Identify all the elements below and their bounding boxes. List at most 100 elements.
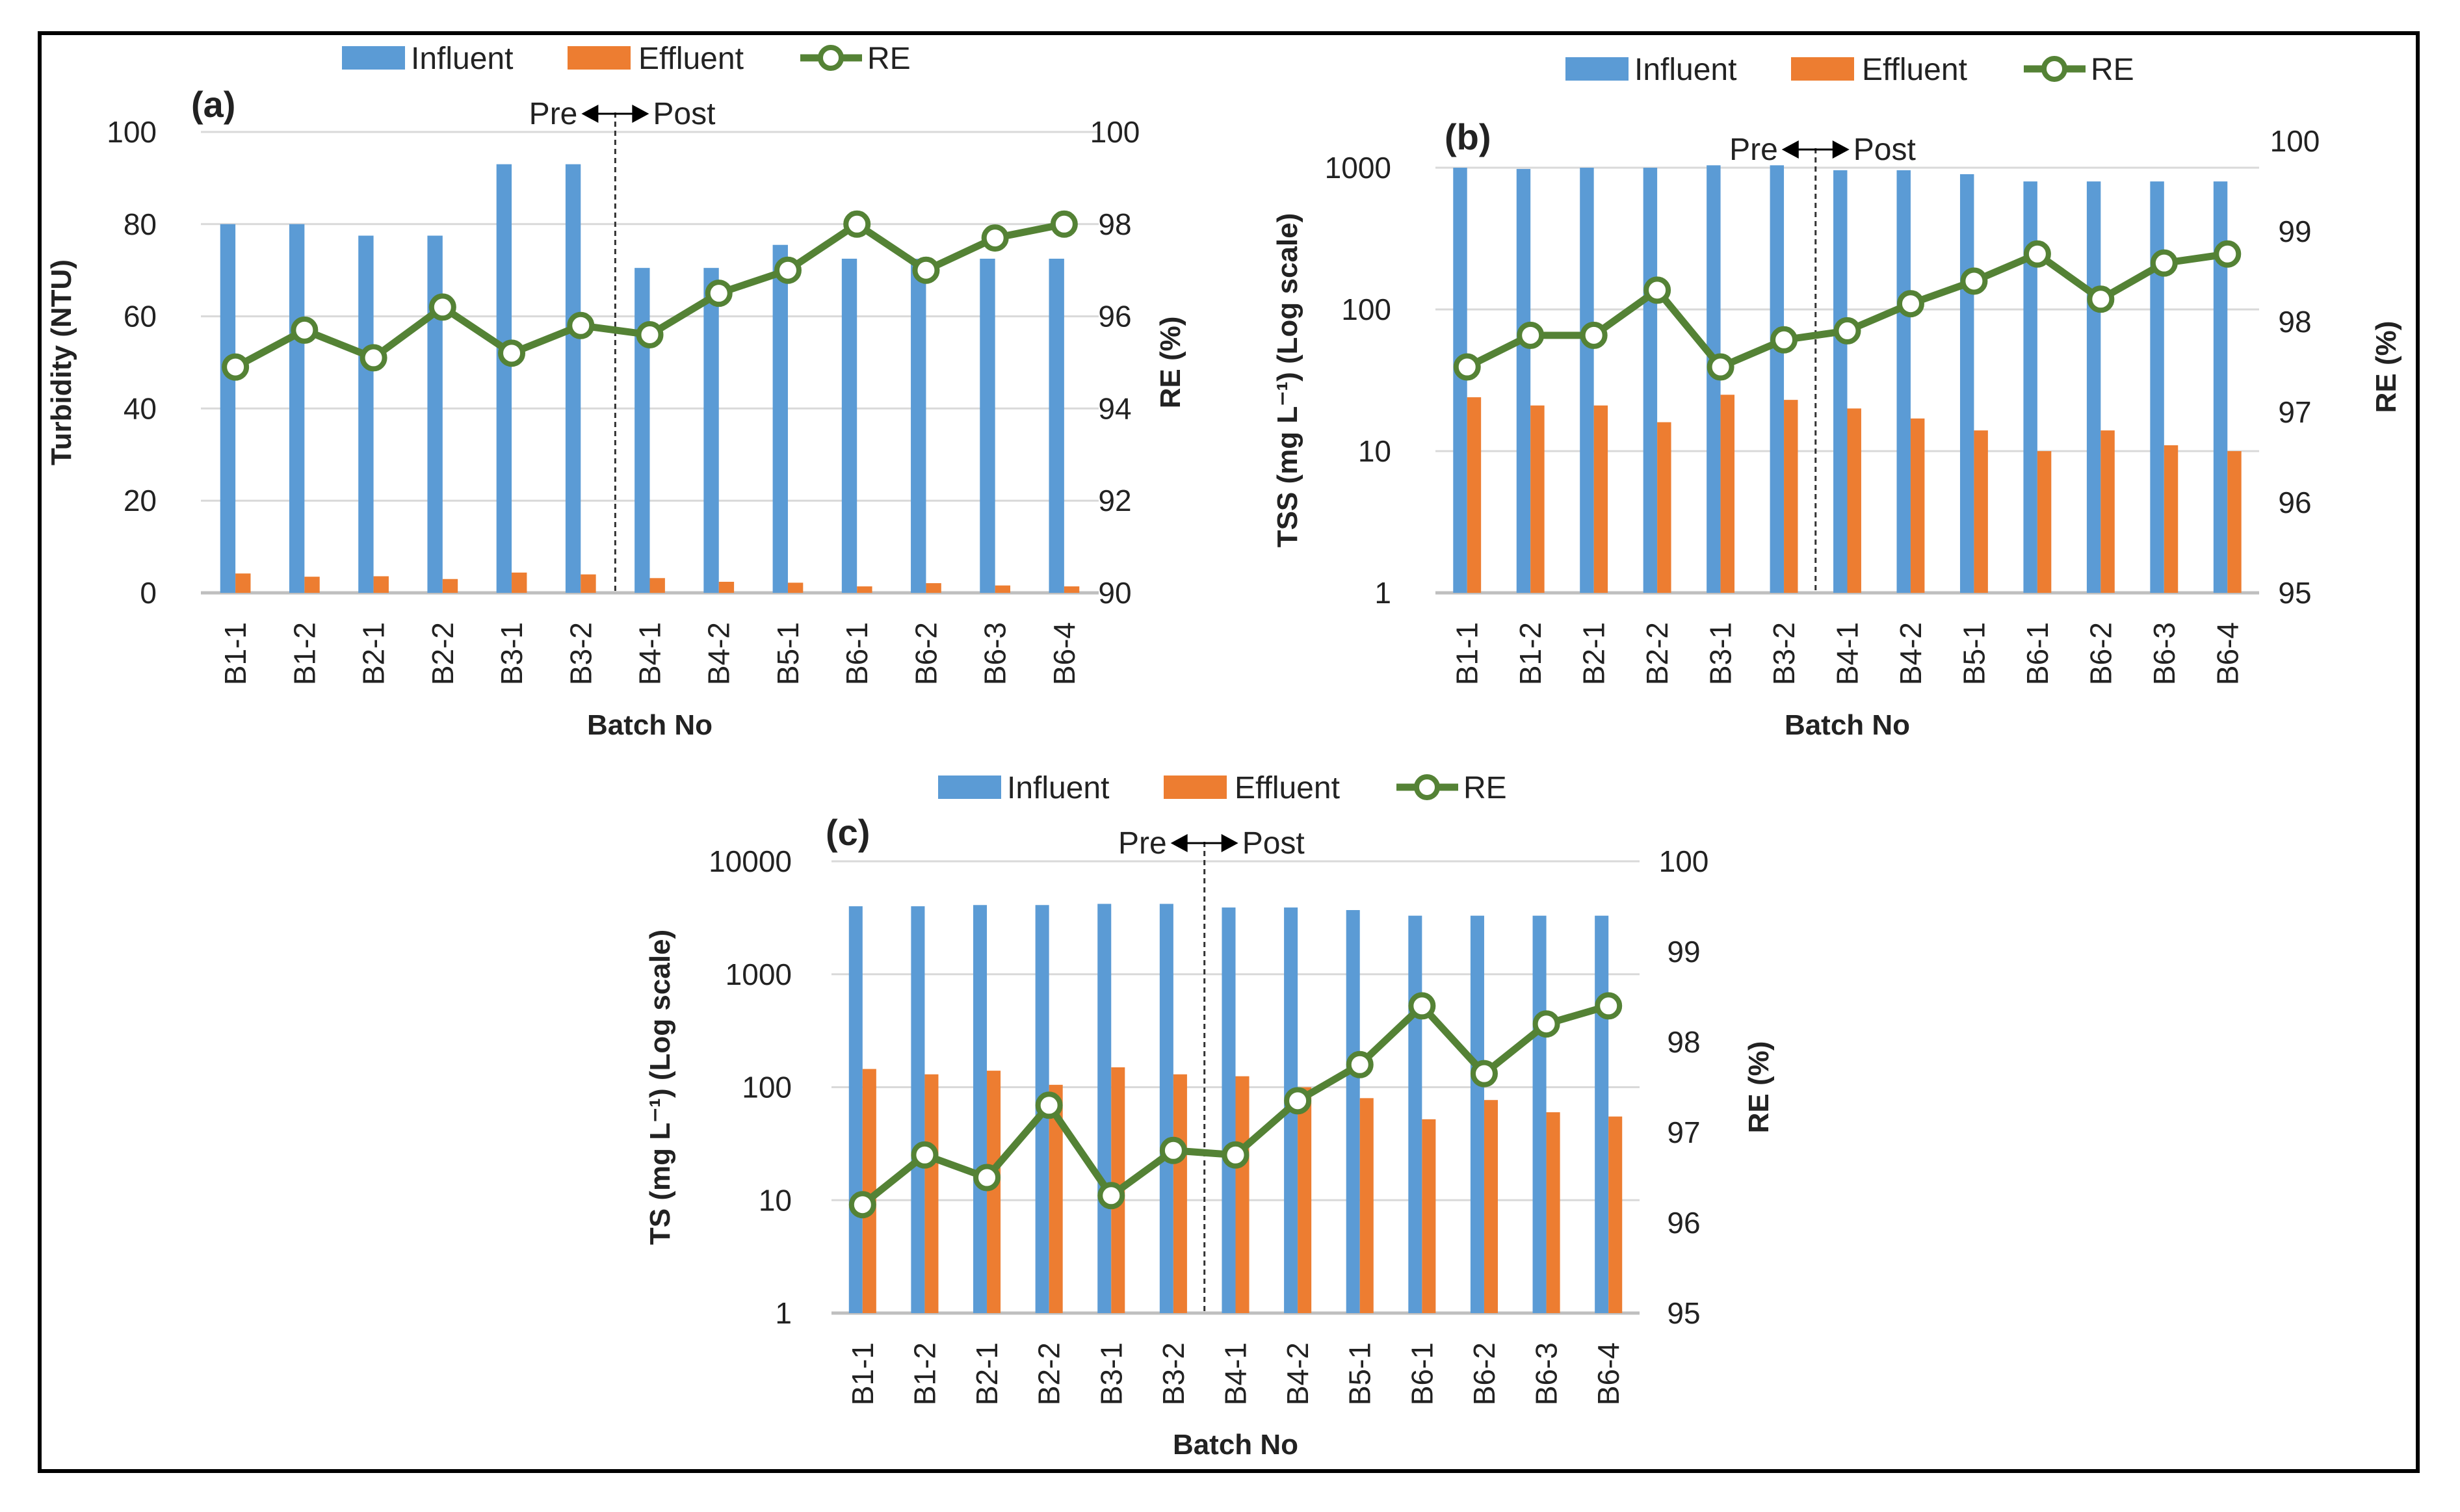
re-point bbox=[2087, 285, 2115, 313]
x-tick-label: B3-2 bbox=[1157, 1342, 1190, 1405]
effluent-bar bbox=[1546, 1112, 1560, 1313]
re-point bbox=[1643, 276, 1671, 304]
arrow-right-icon bbox=[1832, 140, 1850, 159]
effluent-bar bbox=[442, 579, 458, 593]
y-axis-title: TSS (mg L⁻¹) (Log scale) bbox=[1272, 213, 1303, 548]
influent-bar bbox=[220, 224, 236, 593]
y-tick-label: 1000 bbox=[1325, 151, 1391, 185]
y-right-axis-title: RE (%) bbox=[2370, 321, 2402, 413]
re-point bbox=[291, 316, 319, 344]
x-tick-label: B6-3 bbox=[2147, 622, 2181, 685]
x-tick-label: B2-1 bbox=[1577, 622, 1611, 685]
influent-bar bbox=[358, 235, 374, 593]
re-point bbox=[705, 280, 733, 307]
re-point bbox=[2150, 249, 2178, 277]
y-right-tick-label: 96 bbox=[1667, 1206, 1700, 1240]
x-tick-label: B5-1 bbox=[771, 622, 805, 685]
arrow-right-icon bbox=[1221, 834, 1238, 852]
y-right-tick-label: 98 bbox=[1667, 1025, 1700, 1059]
influent-bar bbox=[635, 268, 650, 593]
effluent-bar bbox=[1235, 1076, 1250, 1313]
effluent-bar bbox=[1530, 405, 1545, 593]
effluent-bar bbox=[926, 583, 941, 593]
influent-bar bbox=[911, 906, 925, 1313]
x-tick-label: B1-2 bbox=[908, 1342, 941, 1405]
x-tick-label: B3-2 bbox=[564, 622, 597, 685]
y-right-tick-label: 94 bbox=[1098, 391, 1131, 425]
y-tick-label: 60 bbox=[124, 300, 157, 333]
legend-effluent-swatch bbox=[1791, 57, 1854, 81]
effluent-bar bbox=[1484, 1100, 1498, 1313]
y-tick-label: 100 bbox=[1341, 293, 1391, 326]
x-tick-label: B2-1 bbox=[357, 622, 391, 685]
effluent-bar bbox=[1467, 397, 1482, 593]
arrow-left-icon bbox=[1781, 140, 1799, 159]
influent-bar bbox=[1049, 258, 1064, 593]
influent-bar bbox=[772, 244, 788, 593]
effluent-bar bbox=[1422, 1119, 1436, 1313]
y-right-tick-label: 100 bbox=[1090, 115, 1140, 149]
y-right-tick-label: 99 bbox=[1667, 935, 1700, 969]
y-right-tick-label: 100 bbox=[2270, 124, 2320, 158]
x-tick-label: B6-4 bbox=[1047, 622, 1081, 685]
y-tick-label: 10000 bbox=[709, 844, 792, 878]
y-right-axis-title: RE (%) bbox=[1155, 317, 1186, 409]
influent-bar bbox=[2086, 181, 2101, 593]
x-tick-label: B6-2 bbox=[909, 622, 943, 685]
influent-bar bbox=[2150, 181, 2164, 593]
influent-bar bbox=[1959, 174, 1974, 593]
y-right-tick-label: 98 bbox=[2278, 305, 2311, 339]
x-tick-label: B4-1 bbox=[1831, 622, 1865, 685]
y-tick-label: 1 bbox=[1374, 576, 1391, 610]
legend-effluent-label: Effluent bbox=[1862, 53, 1967, 87]
x-tick-label: B1-2 bbox=[287, 622, 321, 685]
influent-bar bbox=[1453, 168, 1467, 593]
influent-bar bbox=[1896, 170, 1911, 593]
influent-bar bbox=[1346, 910, 1360, 1313]
effluent-bar bbox=[1847, 408, 1861, 593]
influent-bar bbox=[980, 258, 995, 593]
re-point bbox=[1833, 317, 1861, 345]
effluent-bar bbox=[373, 576, 389, 593]
x-tick-label: B3-1 bbox=[1094, 1342, 1128, 1405]
y-right-tick-label: 95 bbox=[2278, 576, 2311, 610]
x-tick-label: B3-2 bbox=[1767, 622, 1801, 685]
re-point bbox=[1896, 290, 1924, 318]
influent-bar bbox=[1833, 170, 1848, 593]
influent-bar bbox=[1580, 168, 1594, 593]
y-right-tick-label: 97 bbox=[2278, 395, 2311, 429]
y-axis-title: Turbidity (NTU) bbox=[46, 259, 77, 465]
effluent-bar bbox=[649, 578, 665, 593]
re-point bbox=[1284, 1087, 1312, 1115]
re-point bbox=[1532, 1010, 1560, 1038]
arrow-left-icon bbox=[581, 105, 599, 123]
x-tick-label: B2-1 bbox=[970, 1342, 1004, 1405]
x-tick-label: B6-1 bbox=[840, 622, 874, 685]
re-point bbox=[1453, 353, 1481, 381]
re-point bbox=[1595, 992, 1623, 1020]
influent-bar bbox=[1159, 904, 1173, 1313]
influent-bar bbox=[703, 268, 719, 593]
y-right-tick-label: 100 bbox=[1659, 844, 1709, 878]
effluent-bar bbox=[1720, 395, 1735, 593]
influent-bar bbox=[1097, 904, 1112, 1313]
re-point bbox=[843, 210, 871, 238]
re-point bbox=[1097, 1182, 1125, 1210]
y-tick-label: 100 bbox=[107, 115, 157, 149]
effluent-bar bbox=[924, 1074, 939, 1313]
y-right-tick-label: 92 bbox=[1098, 484, 1131, 517]
re-point bbox=[911, 1141, 939, 1169]
re-point bbox=[848, 1191, 876, 1219]
effluent-bar bbox=[1608, 1116, 1623, 1313]
x-tick-label: B6-1 bbox=[2021, 622, 2054, 685]
effluent-bar bbox=[2100, 430, 2115, 593]
effluent-bar bbox=[1974, 430, 1988, 593]
legend-influent-swatch bbox=[342, 46, 405, 70]
y-right-tick-label: 99 bbox=[2278, 215, 2311, 248]
influent-bar bbox=[427, 235, 443, 593]
post-label: Post bbox=[1853, 133, 1916, 167]
re-point bbox=[1517, 321, 1545, 349]
x-tick-label: B4-1 bbox=[633, 622, 667, 685]
panel-label: (c) bbox=[826, 812, 870, 853]
x-tick-label: B5-1 bbox=[1343, 1342, 1377, 1405]
